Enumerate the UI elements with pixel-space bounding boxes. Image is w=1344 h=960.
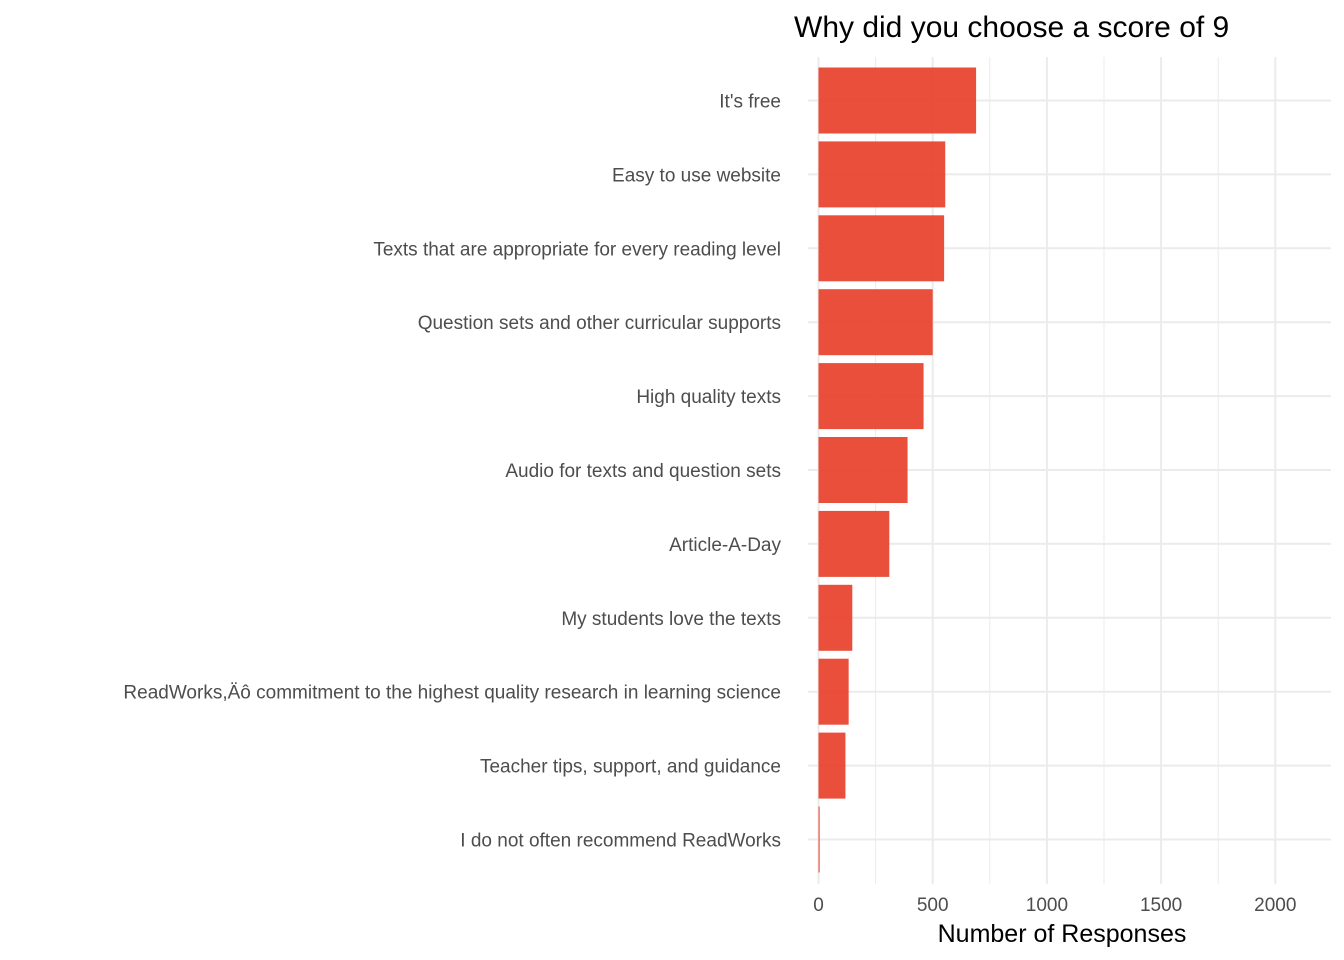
bar: [818, 437, 908, 503]
bar: [818, 67, 977, 134]
x-tick-label: 500: [917, 895, 949, 916]
bar: [818, 510, 890, 577]
category-label: My students love the texts: [561, 609, 781, 630]
x-tick-label: 2000: [1254, 895, 1296, 916]
category-label: Texts that are appropriate for every rea…: [373, 239, 781, 260]
category-label: Article-A-Day: [669, 535, 781, 556]
category-labels: It's free Easy to use website Texts that a…: [123, 92, 781, 852]
x-tick-labels: 0 500 1000 1500 2000: [813, 895, 1296, 916]
bar: [818, 584, 853, 651]
bar-layer: [818, 67, 977, 873]
category-label: Question sets and other curricular suppo…: [418, 313, 781, 334]
bar: [818, 732, 846, 799]
category-label: Easy to use website: [612, 165, 781, 186]
x-tick-label: 0: [813, 895, 824, 916]
bar: [818, 363, 924, 430]
bar: [818, 658, 849, 725]
chart-title: Why did you choose a score of 9: [794, 11, 1229, 44]
category-label: I do not often recommend ReadWorks: [460, 831, 781, 852]
bar: [818, 806, 820, 873]
x-axis-title: Number of Responses: [938, 920, 1187, 948]
category-label: Audio for texts and question sets: [505, 461, 781, 482]
bar: [818, 215, 945, 282]
category-label: Teacher tips, support, and guidance: [480, 757, 781, 778]
category-label: It's free: [719, 92, 781, 113]
x-tick-label: 1000: [1026, 895, 1068, 916]
x-tick-label: 1500: [1140, 895, 1182, 916]
category-label: High quality texts: [636, 387, 781, 408]
category-label: ReadWorks,Äô commitment to the highest q…: [123, 683, 781, 704]
bar: [818, 289, 933, 356]
bar: [818, 141, 946, 208]
